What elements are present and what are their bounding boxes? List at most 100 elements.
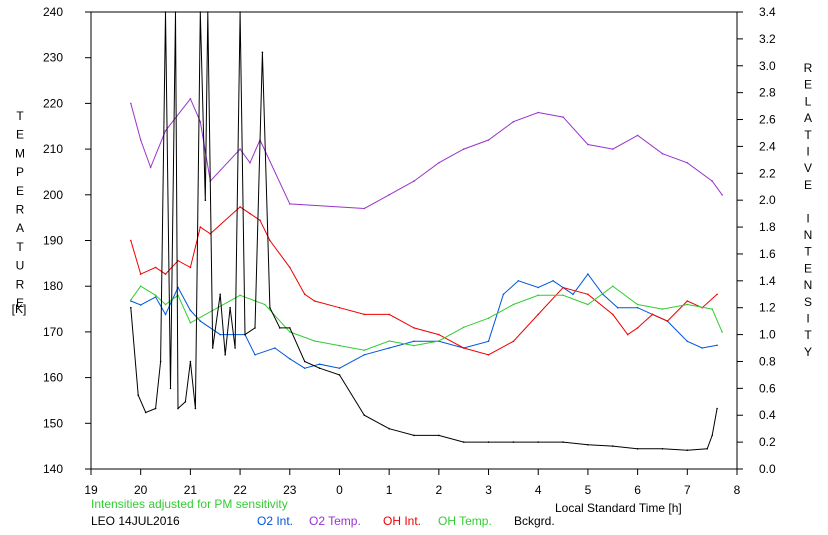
x-tick-label: 20 bbox=[134, 483, 148, 497]
data-point bbox=[164, 313, 167, 316]
data-point bbox=[189, 309, 192, 312]
data-point bbox=[239, 148, 241, 150]
x-tick-label: 8 bbox=[734, 483, 741, 497]
x-tick-label: 4 bbox=[535, 483, 542, 497]
data-point bbox=[438, 434, 440, 437]
x-tick-label: 1 bbox=[386, 483, 393, 497]
data-point bbox=[388, 340, 391, 342]
data-point bbox=[462, 441, 465, 443]
data-point bbox=[318, 367, 321, 370]
data-point bbox=[661, 308, 664, 310]
right-axis-title-char: E bbox=[804, 261, 812, 275]
data-point bbox=[686, 300, 689, 302]
data-point bbox=[289, 266, 291, 269]
right-axis-title-char: N bbox=[804, 278, 813, 292]
data-point bbox=[154, 407, 157, 410]
y-right-tick-label: 2.4 bbox=[759, 139, 776, 153]
right-axis-title-char: L bbox=[805, 94, 812, 108]
data-point bbox=[363, 207, 366, 210]
data-point bbox=[587, 273, 589, 275]
y-left-tick-label: 200 bbox=[43, 188, 63, 202]
data-point bbox=[636, 448, 639, 450]
y-right-tick-label: 2.0 bbox=[759, 193, 776, 207]
data-point bbox=[154, 296, 157, 298]
data-point bbox=[289, 327, 291, 329]
data-point bbox=[254, 327, 256, 329]
data-point bbox=[363, 414, 366, 417]
data-point bbox=[626, 333, 629, 336]
data-point bbox=[572, 293, 574, 296]
data-point bbox=[189, 322, 192, 324]
data-point bbox=[249, 162, 251, 164]
right-axis-title-char: E bbox=[804, 178, 812, 192]
data-point bbox=[219, 333, 221, 336]
data-point bbox=[537, 313, 539, 316]
x-tick-label: 19 bbox=[84, 483, 98, 497]
data-point bbox=[261, 51, 264, 54]
left-axis-title-char: R bbox=[16, 203, 25, 217]
data-point bbox=[313, 300, 316, 302]
data-point bbox=[462, 347, 465, 349]
data-point bbox=[289, 203, 291, 205]
data-point bbox=[154, 294, 157, 297]
data-point bbox=[537, 111, 539, 114]
data-point bbox=[174, 11, 177, 13]
left-axis-title-char: E bbox=[16, 128, 24, 142]
data-point bbox=[388, 194, 391, 196]
x-tick-label: 22 bbox=[233, 483, 247, 497]
left-axis-title-char: A bbox=[16, 221, 24, 235]
data-point bbox=[303, 293, 306, 296]
y-left-tick-label: 160 bbox=[43, 371, 63, 385]
x-tick-label: 3 bbox=[485, 483, 492, 497]
data-point bbox=[239, 206, 241, 208]
right-axis-title-char: T bbox=[804, 328, 812, 342]
data-point bbox=[587, 303, 589, 306]
data-point bbox=[199, 320, 202, 322]
data-point bbox=[144, 411, 147, 414]
right-axis-title-char: R bbox=[804, 61, 813, 75]
y-right-tick-label: 1.6 bbox=[759, 247, 776, 261]
data-point bbox=[612, 285, 614, 288]
data-point bbox=[224, 354, 226, 356]
y-left-tick-label: 170 bbox=[43, 325, 63, 339]
x-tick-label: 21 bbox=[184, 483, 198, 497]
data-point bbox=[363, 349, 366, 352]
data-point bbox=[189, 98, 192, 100]
data-point bbox=[661, 448, 664, 450]
left-axis-title-char: T bbox=[16, 109, 24, 123]
series-line bbox=[130, 273, 718, 369]
y-right-tick-label: 1.2 bbox=[759, 301, 776, 315]
data-point bbox=[413, 340, 415, 343]
data-point bbox=[149, 166, 152, 169]
data-point bbox=[269, 239, 271, 242]
data-point bbox=[666, 320, 669, 322]
data-point bbox=[612, 445, 614, 447]
data-point bbox=[487, 139, 490, 141]
data-point bbox=[612, 313, 614, 316]
left-axis-unit: [K] bbox=[12, 302, 27, 316]
right-axis-title-char: I bbox=[806, 312, 809, 326]
data-point bbox=[616, 306, 619, 309]
data-point bbox=[686, 340, 689, 343]
data-point bbox=[711, 180, 713, 182]
data-point bbox=[177, 259, 179, 262]
data-point bbox=[318, 363, 321, 366]
series-line bbox=[130, 206, 718, 356]
data-point bbox=[413, 434, 415, 437]
y-left-tick-label: 180 bbox=[43, 279, 63, 293]
data-point bbox=[636, 134, 639, 137]
data-point bbox=[244, 333, 246, 336]
right-axis-title-char: V bbox=[804, 161, 812, 175]
data-point bbox=[274, 347, 276, 349]
x-tick-label: 23 bbox=[283, 483, 297, 497]
data-point bbox=[269, 306, 271, 309]
data-point bbox=[552, 280, 554, 282]
data-point bbox=[199, 11, 202, 13]
data-point bbox=[130, 102, 132, 105]
data-point bbox=[512, 120, 515, 123]
data-point bbox=[562, 116, 564, 118]
y-right-tick-label: 3.2 bbox=[759, 32, 776, 46]
data-point bbox=[462, 326, 465, 329]
data-point bbox=[636, 327, 639, 329]
